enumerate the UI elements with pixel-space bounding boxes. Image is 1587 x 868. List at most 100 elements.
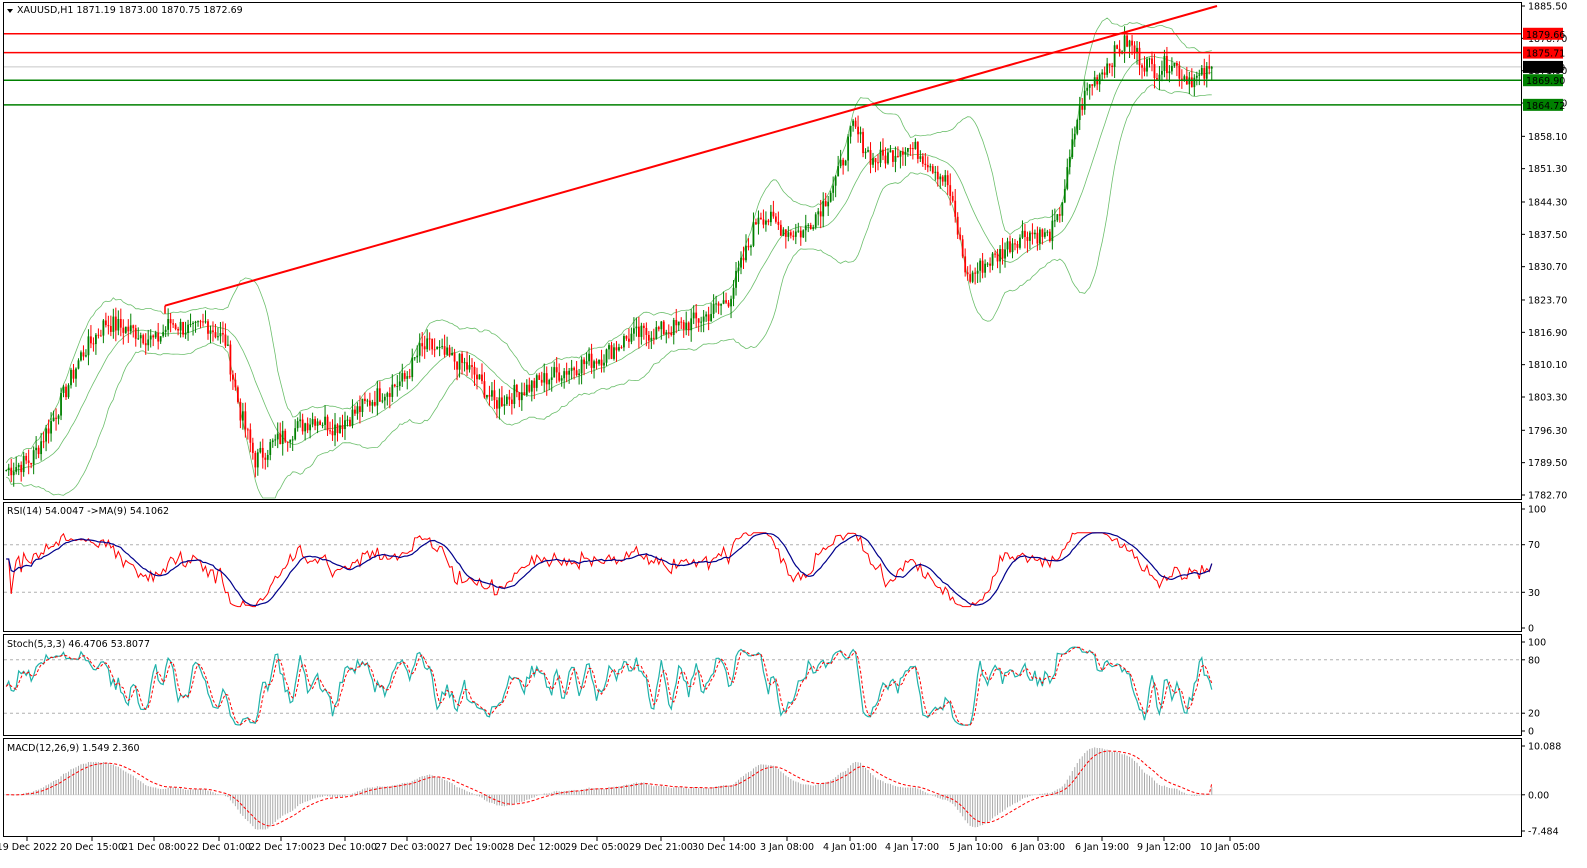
- rsi-tick-label: 100: [1528, 505, 1546, 516]
- candle: [406, 371, 409, 390]
- candle: [807, 223, 810, 233]
- candle: [433, 338, 436, 358]
- candle-body: [12, 471, 15, 476]
- stoch-signal-line: [5, 646, 1213, 726]
- candle-body: [1009, 241, 1011, 253]
- candle: [862, 128, 864, 158]
- time-tick-label: 22 Dec 17:00: [249, 842, 313, 853]
- candle: [448, 344, 451, 358]
- candle-body: [271, 440, 274, 443]
- candle: [921, 153, 924, 167]
- candle: [212, 321, 214, 342]
- candle: [436, 346, 439, 350]
- candle: [936, 165, 939, 187]
- candle-body: [550, 377, 553, 380]
- candle-body: [1146, 59, 1148, 72]
- candle-body: [336, 424, 339, 434]
- candle-body: [1024, 230, 1026, 237]
- candle-body: [652, 337, 655, 339]
- candle: [376, 380, 379, 416]
- resistance-trendline[interactable]: [164, 5, 1218, 307]
- candle: [1205, 62, 1208, 88]
- candle-body: [1093, 77, 1096, 86]
- candle-body: [603, 362, 605, 366]
- candle: [610, 341, 613, 360]
- candle: [77, 358, 80, 370]
- candle: [1131, 34, 1133, 55]
- candle: [1133, 41, 1136, 60]
- candle: [956, 212, 959, 239]
- candle-body: [685, 322, 688, 330]
- candle: [884, 147, 887, 169]
- candle-body: [311, 419, 314, 425]
- candle: [431, 338, 434, 355]
- candle: [152, 334, 155, 347]
- time-tick-label: 20 Dec 15:00: [60, 842, 124, 853]
- candle: [281, 420, 284, 456]
- candle-body: [361, 398, 364, 412]
- candle-body: [461, 353, 463, 363]
- candle-body: [346, 419, 349, 421]
- candle-body: [1088, 84, 1091, 88]
- candle: [769, 204, 772, 226]
- candle: [864, 148, 867, 159]
- candle: [50, 412, 52, 442]
- candle: [25, 452, 28, 465]
- candle-body: [1123, 35, 1126, 52]
- candle: [249, 423, 252, 453]
- candle-body: [600, 359, 603, 366]
- candle: [478, 374, 481, 380]
- candle: [827, 195, 830, 216]
- candle: [97, 328, 100, 339]
- candle-body: [1031, 232, 1034, 235]
- candle: [162, 324, 165, 338]
- candle-body: [1081, 105, 1084, 110]
- candle: [981, 253, 984, 279]
- candle-body: [256, 452, 259, 468]
- candle-body: [30, 462, 33, 465]
- candle-body: [809, 224, 812, 229]
- candle: [1195, 71, 1198, 86]
- candle: [366, 398, 369, 407]
- candle-body: [725, 300, 727, 303]
- candle-body: [1034, 232, 1036, 235]
- candle: [802, 229, 805, 239]
- candle: [1051, 209, 1054, 250]
- candle-body: [984, 263, 986, 273]
- candle: [279, 422, 282, 445]
- candle: [57, 414, 60, 425]
- candle-body: [147, 339, 150, 346]
- symbol-dropdown-icon[interactable]: [7, 9, 13, 13]
- candle: [356, 402, 359, 420]
- candle: [854, 117, 857, 129]
- candle: [1036, 226, 1039, 251]
- level-label-3: 1869.90: [1523, 74, 1565, 87]
- candle: [784, 229, 787, 249]
- candle: [789, 229, 792, 239]
- candle: [1034, 229, 1036, 239]
- candle-body: [294, 428, 297, 440]
- candle: [625, 335, 628, 341]
- candle: [849, 125, 852, 144]
- candle-body: [1163, 55, 1166, 71]
- candle: [473, 361, 476, 386]
- candle: [488, 385, 491, 406]
- price-tick-label: 1858.10: [1528, 132, 1567, 143]
- candle-body: [1200, 68, 1203, 75]
- candle: [1173, 63, 1176, 68]
- time-tick-label: 5 Jan 10:00: [949, 842, 1003, 853]
- candle: [543, 363, 546, 393]
- candle: [1031, 223, 1034, 245]
- candle: [500, 386, 503, 408]
- candle: [869, 142, 872, 174]
- candle-body: [620, 347, 623, 349]
- candle: [533, 377, 536, 400]
- macd-signal-line: [6, 750, 1213, 827]
- candle-body: [887, 152, 889, 164]
- price-level-lines[interactable]: [4, 33, 1521, 314]
- level-label-text: 1869.90: [1526, 76, 1565, 87]
- candle-body: [640, 325, 643, 337]
- candle: [590, 343, 593, 374]
- candle-body: [1180, 78, 1183, 80]
